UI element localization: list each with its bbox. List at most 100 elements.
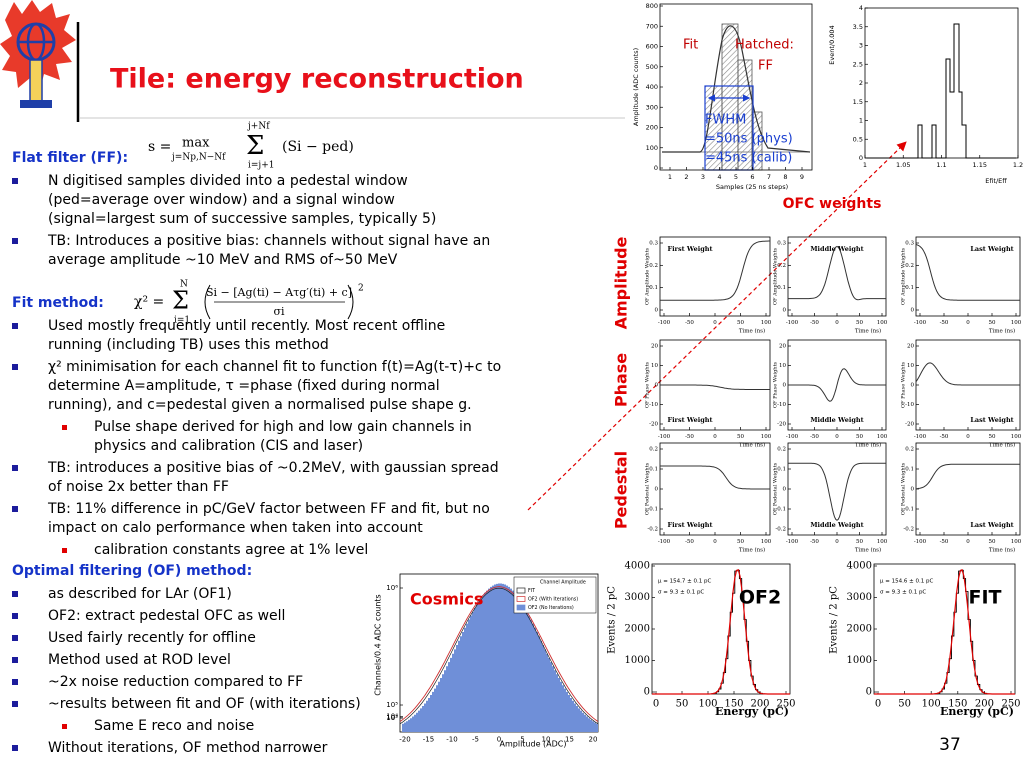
panel-title: Last Weight [970, 245, 1013, 253]
axis-label: Time (ns) [989, 442, 1015, 449]
y-tick-label: 3000 [847, 592, 872, 603]
y-tick-label: 0 [783, 383, 787, 389]
formula-text: Σ [246, 131, 264, 161]
x-tick-label: 5 [520, 736, 524, 744]
x-tick-label: 50 [856, 320, 863, 326]
y-tick-label: 0.2 [905, 447, 914, 453]
legend-swatch [516, 604, 526, 611]
x-tick-label: 250 [1001, 699, 1020, 710]
x-tick-label: 6 [750, 173, 754, 181]
x-tick-label: 0 [835, 320, 839, 326]
formula-paren [204, 284, 354, 320]
x-tick-label: 7 [767, 173, 771, 181]
x-tick-label: 50 [737, 539, 744, 545]
x-tick-label: 50 [856, 434, 863, 440]
axis-label: Time (ns) [739, 442, 765, 449]
x-tick-label: 150 [724, 699, 743, 710]
axis-label: Channels/0.4 ADC counts [374, 594, 383, 695]
y-tick-label: 200 [646, 124, 658, 132]
x-tick-label: -50 [940, 320, 949, 326]
x-tick-label: 5 [734, 173, 738, 181]
y-tick-label: 0 [911, 308, 915, 314]
x-tick-label: 10 [542, 736, 551, 744]
axis-label: Amplitude (ADC) [500, 740, 567, 749]
y-tick-label: 1000 [625, 655, 650, 666]
axis-label: Efit/Eff [985, 177, 1007, 185]
x-tick-label: -50 [940, 434, 949, 440]
y-tick-label: 20 [907, 344, 914, 350]
y-tick-label: 0.3 [649, 241, 658, 247]
y-tick-label: 4 [859, 4, 863, 12]
curve [652, 568, 790, 695]
curve [788, 368, 886, 402]
formula-text: i=1 [174, 316, 190, 326]
x-tick-label: 100 [877, 434, 888, 440]
axis-label: Time (ns) [855, 547, 881, 554]
y-tick-label: 0 [644, 687, 650, 698]
annotation: Cosmics [410, 590, 483, 609]
y-tick-label: 0.2 [649, 263, 658, 269]
x-tick-label: 4 [717, 173, 721, 181]
y-tick-label: 0.1 [649, 285, 658, 291]
x-tick-label: 100 [1011, 539, 1022, 545]
x-tick-label: -100 [914, 320, 927, 326]
curve [788, 245, 886, 301]
x-tick-label: 50 [737, 320, 744, 326]
y-tick-label: 0 [859, 154, 863, 162]
panel-title: First Weight [667, 416, 712, 424]
y-tick-label: 3.5 [853, 23, 863, 31]
x-tick-label: -100 [914, 539, 927, 545]
y-tick-label: 0 [655, 487, 659, 493]
y-tick-label: 2.5 [853, 60, 863, 68]
y-tick-label: 3 [859, 42, 863, 50]
slide-title: Tile: energy reconstruction [110, 64, 524, 95]
legend-box [513, 576, 597, 614]
panel-title: First Weight [667, 245, 712, 253]
y-tick-label: 2000 [625, 624, 650, 635]
formula-text: s = [148, 139, 171, 155]
y-tick-label: 0 [783, 487, 787, 493]
panel-title: Middle Weight [810, 245, 863, 253]
logo [0, 0, 76, 108]
axis-label: Time (ns) [855, 442, 881, 449]
ratio-histogram [867, 23, 1016, 159]
histogram [402, 583, 598, 732]
curve [915, 243, 1020, 301]
y-tick-label: -10 [905, 402, 914, 408]
x-tick-label: 1.05 [896, 161, 910, 169]
x-tick-label: 0 [966, 539, 970, 545]
formula-text: σi [273, 305, 285, 318]
formula-text: Si − [Ag(ti) − Aτg′(ti) + c] [206, 286, 352, 299]
x-tick-label: 50 [676, 699, 689, 710]
annotation: FF [758, 59, 773, 74]
stat-text: μ = 154.7 ± 0.1 pC [658, 579, 711, 585]
y-tick-label: 300 [646, 103, 658, 111]
curve [660, 240, 770, 301]
x-tick-label: 0 [713, 434, 717, 440]
legend-swatch [516, 596, 526, 602]
y-tick-label: 10 [651, 363, 658, 369]
x-tick-label: -100 [658, 434, 671, 440]
x-tick-label: 0 [966, 320, 970, 326]
x-tick-label: -15 [423, 736, 434, 744]
x-tick-label: 9 [800, 173, 804, 181]
y-tick-label: 20 [779, 344, 786, 350]
y-tick-label: 600 [646, 43, 658, 51]
x-tick-label: -20 [399, 736, 410, 744]
y-tick-label: 0.2 [905, 263, 914, 269]
x-tick-label: 50 [989, 539, 996, 545]
x-tick-label: 3 [701, 173, 705, 181]
axis-label: OF Phase Weights [645, 362, 651, 409]
legend-swatch [516, 587, 526, 594]
y-tick-label: 1 [859, 117, 863, 125]
axis-label: OF Pedestal Weights [645, 462, 651, 515]
formula-text: χ² = [134, 294, 164, 310]
legend-entry: Channel Amplitude [540, 580, 586, 586]
panel-title: Last Weight [970, 416, 1013, 424]
y-tick-label: 10 [907, 363, 914, 369]
y-tick-label: -0.2 [903, 527, 914, 533]
y-tick-label: 0.1 [777, 467, 786, 473]
curve [399, 587, 599, 725]
stat-text: σ = 9.3 ± 0.1 pC [658, 590, 704, 596]
x-tick-label: 200 [750, 699, 769, 710]
